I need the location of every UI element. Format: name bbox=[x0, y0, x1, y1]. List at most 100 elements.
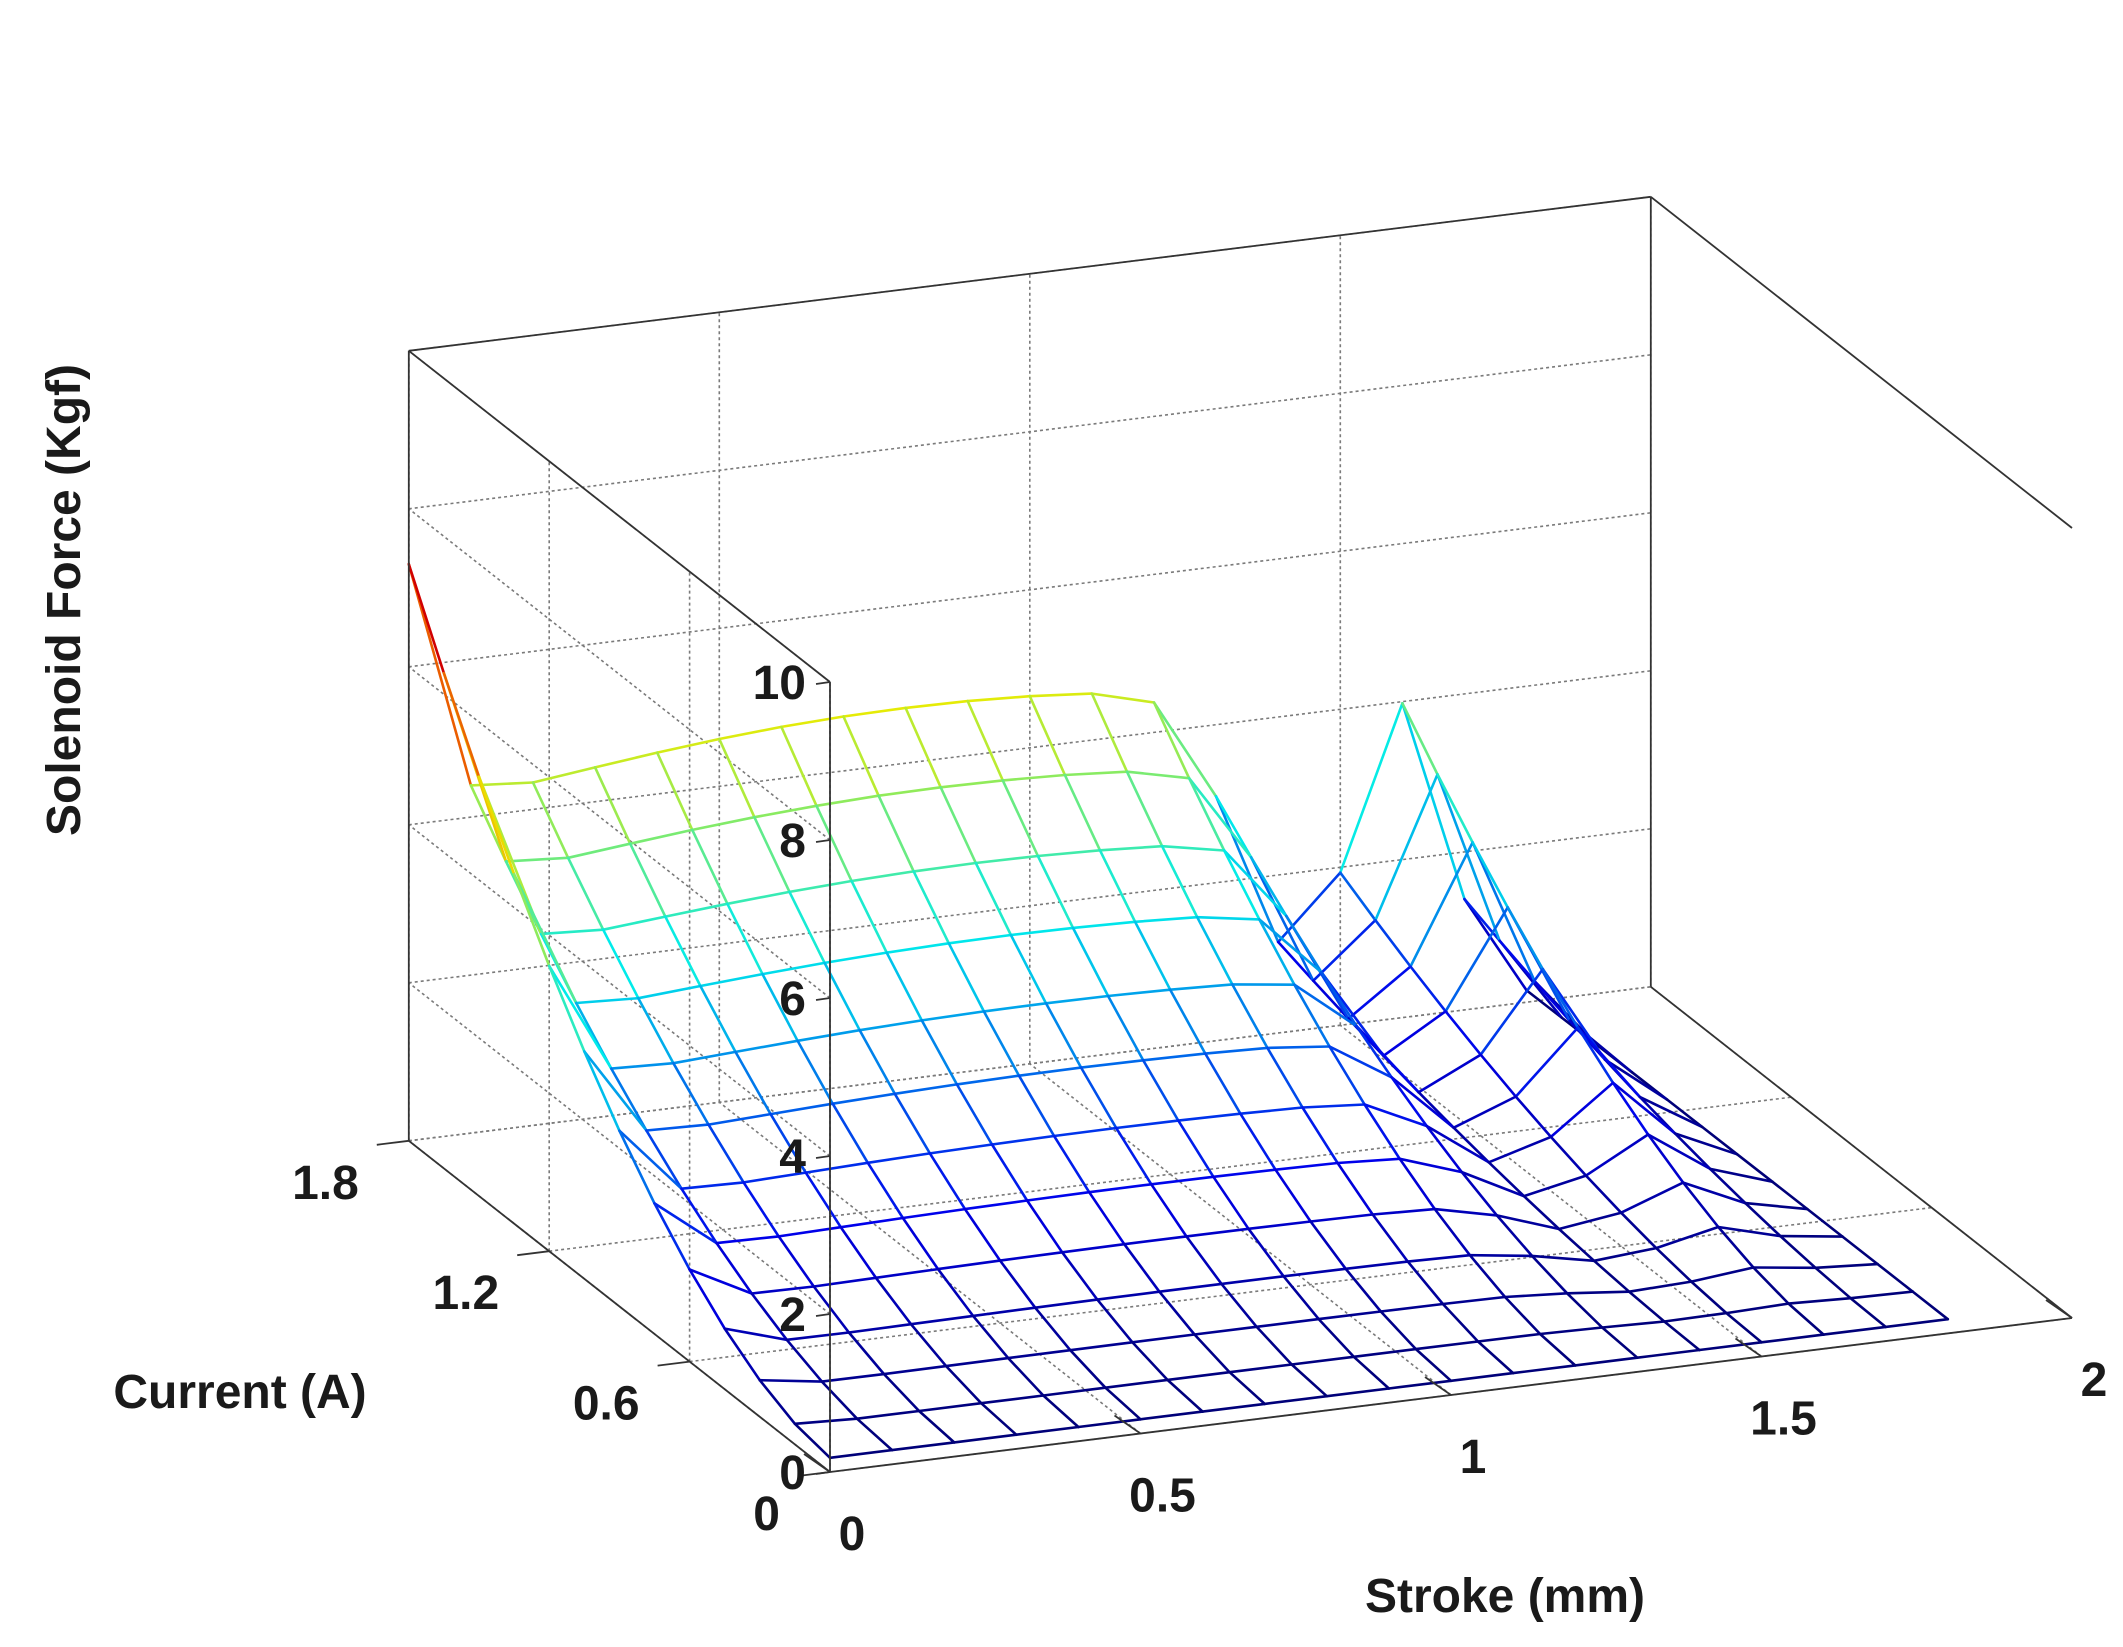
y-tick-mark bbox=[376, 1139, 409, 1146]
mesh-segment bbox=[823, 951, 889, 965]
mesh-segment bbox=[636, 996, 675, 1065]
mesh-segment bbox=[1363, 1103, 1401, 1161]
x-tick-mark bbox=[1113, 1414, 1142, 1435]
mesh-segment bbox=[882, 1372, 921, 1413]
mesh-segment bbox=[1673, 1132, 1739, 1156]
mesh-segment bbox=[839, 1216, 905, 1229]
mesh-segment bbox=[1098, 844, 1164, 852]
mesh-segment bbox=[690, 828, 729, 906]
mesh-segment bbox=[828, 1448, 894, 1460]
mesh-segment bbox=[1255, 1317, 1320, 1329]
mesh-segment bbox=[1363, 1103, 1428, 1128]
mesh-segment bbox=[1387, 1379, 1453, 1390]
grid-line-back-wall-horizontal bbox=[408, 354, 1651, 510]
mesh-segment bbox=[966, 694, 1032, 703]
mesh-segment bbox=[1168, 983, 1234, 992]
mesh-segment bbox=[820, 1380, 859, 1420]
mesh-segment bbox=[1301, 1103, 1366, 1109]
mesh-segment bbox=[680, 1181, 745, 1190]
y-tick-label: 0.6 bbox=[573, 1378, 640, 1431]
mesh-segment bbox=[1849, 1290, 1914, 1300]
mesh-segment bbox=[1592, 1246, 1658, 1263]
mesh-segment bbox=[1522, 1174, 1588, 1198]
mesh-segment bbox=[1636, 1348, 1701, 1359]
mesh-segment bbox=[1565, 1290, 1631, 1295]
mesh-segment bbox=[1071, 920, 1137, 930]
mesh-segment bbox=[1312, 918, 1377, 983]
mesh-segment bbox=[1042, 1394, 1080, 1429]
mesh-segment bbox=[1538, 1326, 1604, 1336]
mesh-segment bbox=[982, 1010, 1021, 1077]
mesh-segment bbox=[1498, 939, 1536, 983]
mesh-segment bbox=[1096, 1298, 1134, 1344]
mesh-segment bbox=[904, 706, 943, 789]
mesh-segment bbox=[1398, 1157, 1464, 1174]
mesh-segment bbox=[1433, 1207, 1499, 1217]
mesh-segment bbox=[1884, 1317, 1950, 1329]
mesh-segment bbox=[1584, 1174, 1623, 1214]
mesh-segment bbox=[966, 699, 1005, 782]
mesh-segment bbox=[769, 1112, 808, 1174]
mesh-segment bbox=[1185, 1235, 1223, 1286]
box-edge bbox=[1650, 196, 2073, 529]
mesh-segment bbox=[1779, 1234, 1844, 1238]
mesh-segment bbox=[1247, 1227, 1285, 1278]
mesh-segment bbox=[780, 715, 845, 729]
mesh-segment bbox=[1204, 1052, 1242, 1115]
mesh-segment bbox=[1600, 1320, 1666, 1329]
mesh-segment bbox=[963, 1199, 1029, 1211]
mesh-segment bbox=[1025, 1199, 1064, 1254]
mesh-segment bbox=[1123, 1235, 1188, 1246]
mesh-segment bbox=[1347, 965, 1412, 1021]
mesh-segment bbox=[1611, 1081, 1677, 1135]
z-tick-label: 8 bbox=[779, 815, 806, 868]
mesh-segment bbox=[1390, 1076, 1428, 1128]
x-axis-title: Stroke (mm) bbox=[1365, 1570, 1645, 1623]
mesh-segment bbox=[1114, 1119, 1180, 1130]
mesh-segment bbox=[1511, 1364, 1577, 1375]
grid-line-side-wall-horizontal bbox=[408, 824, 831, 1157]
mesh-segment bbox=[1152, 701, 1218, 798]
mesh-segment bbox=[628, 842, 667, 918]
mesh-segment bbox=[1814, 1262, 1879, 1270]
mesh-segment bbox=[723, 1327, 762, 1382]
mesh-segment bbox=[407, 562, 446, 675]
mesh-segment bbox=[1309, 1220, 1347, 1271]
mesh-segment bbox=[717, 725, 783, 741]
mesh-segment bbox=[1052, 1134, 1091, 1194]
mesh-segment bbox=[1619, 1211, 1658, 1250]
mesh-segment bbox=[1028, 692, 1094, 698]
mesh-segment bbox=[753, 815, 791, 894]
grid-line-floor-stroke bbox=[1339, 1024, 1762, 1358]
mesh-segment bbox=[990, 1134, 1056, 1146]
mesh-segment bbox=[1441, 1302, 1480, 1343]
mesh-segment bbox=[1336, 1161, 1374, 1216]
mesh-segment bbox=[742, 1171, 808, 1184]
mesh-segment bbox=[1787, 1302, 1825, 1336]
mesh-segment bbox=[1317, 1310, 1383, 1321]
x-tick-label: 0 bbox=[839, 1508, 866, 1561]
mesh-segment bbox=[1317, 1317, 1356, 1359]
mesh-segment bbox=[645, 1123, 710, 1132]
z-tick-mark bbox=[815, 839, 831, 843]
mesh-segment bbox=[1409, 965, 1447, 1013]
mesh-segment bbox=[901, 1216, 940, 1271]
y-tick-label: 0 bbox=[753, 1488, 780, 1541]
mesh-segment bbox=[812, 1285, 851, 1334]
y-tick-label: 1.2 bbox=[432, 1267, 499, 1320]
box-edge bbox=[408, 195, 1651, 352]
mesh-segment bbox=[1787, 1296, 1852, 1305]
mesh-segment bbox=[963, 1207, 1002, 1262]
mesh-segment bbox=[769, 1102, 835, 1116]
grid-line-side-wall-horizontal bbox=[408, 982, 831, 1315]
mesh-segment bbox=[699, 972, 764, 988]
mesh-segment bbox=[1274, 1161, 1339, 1171]
mesh-segment bbox=[593, 766, 632, 846]
z-tick-label: 2 bbox=[779, 1289, 806, 1342]
mesh-segment bbox=[1001, 779, 1040, 858]
z-tick-label: 6 bbox=[779, 973, 806, 1026]
mesh-segment bbox=[1401, 701, 1466, 901]
mesh-segment bbox=[804, 1161, 870, 1174]
mesh-segment bbox=[788, 890, 826, 965]
